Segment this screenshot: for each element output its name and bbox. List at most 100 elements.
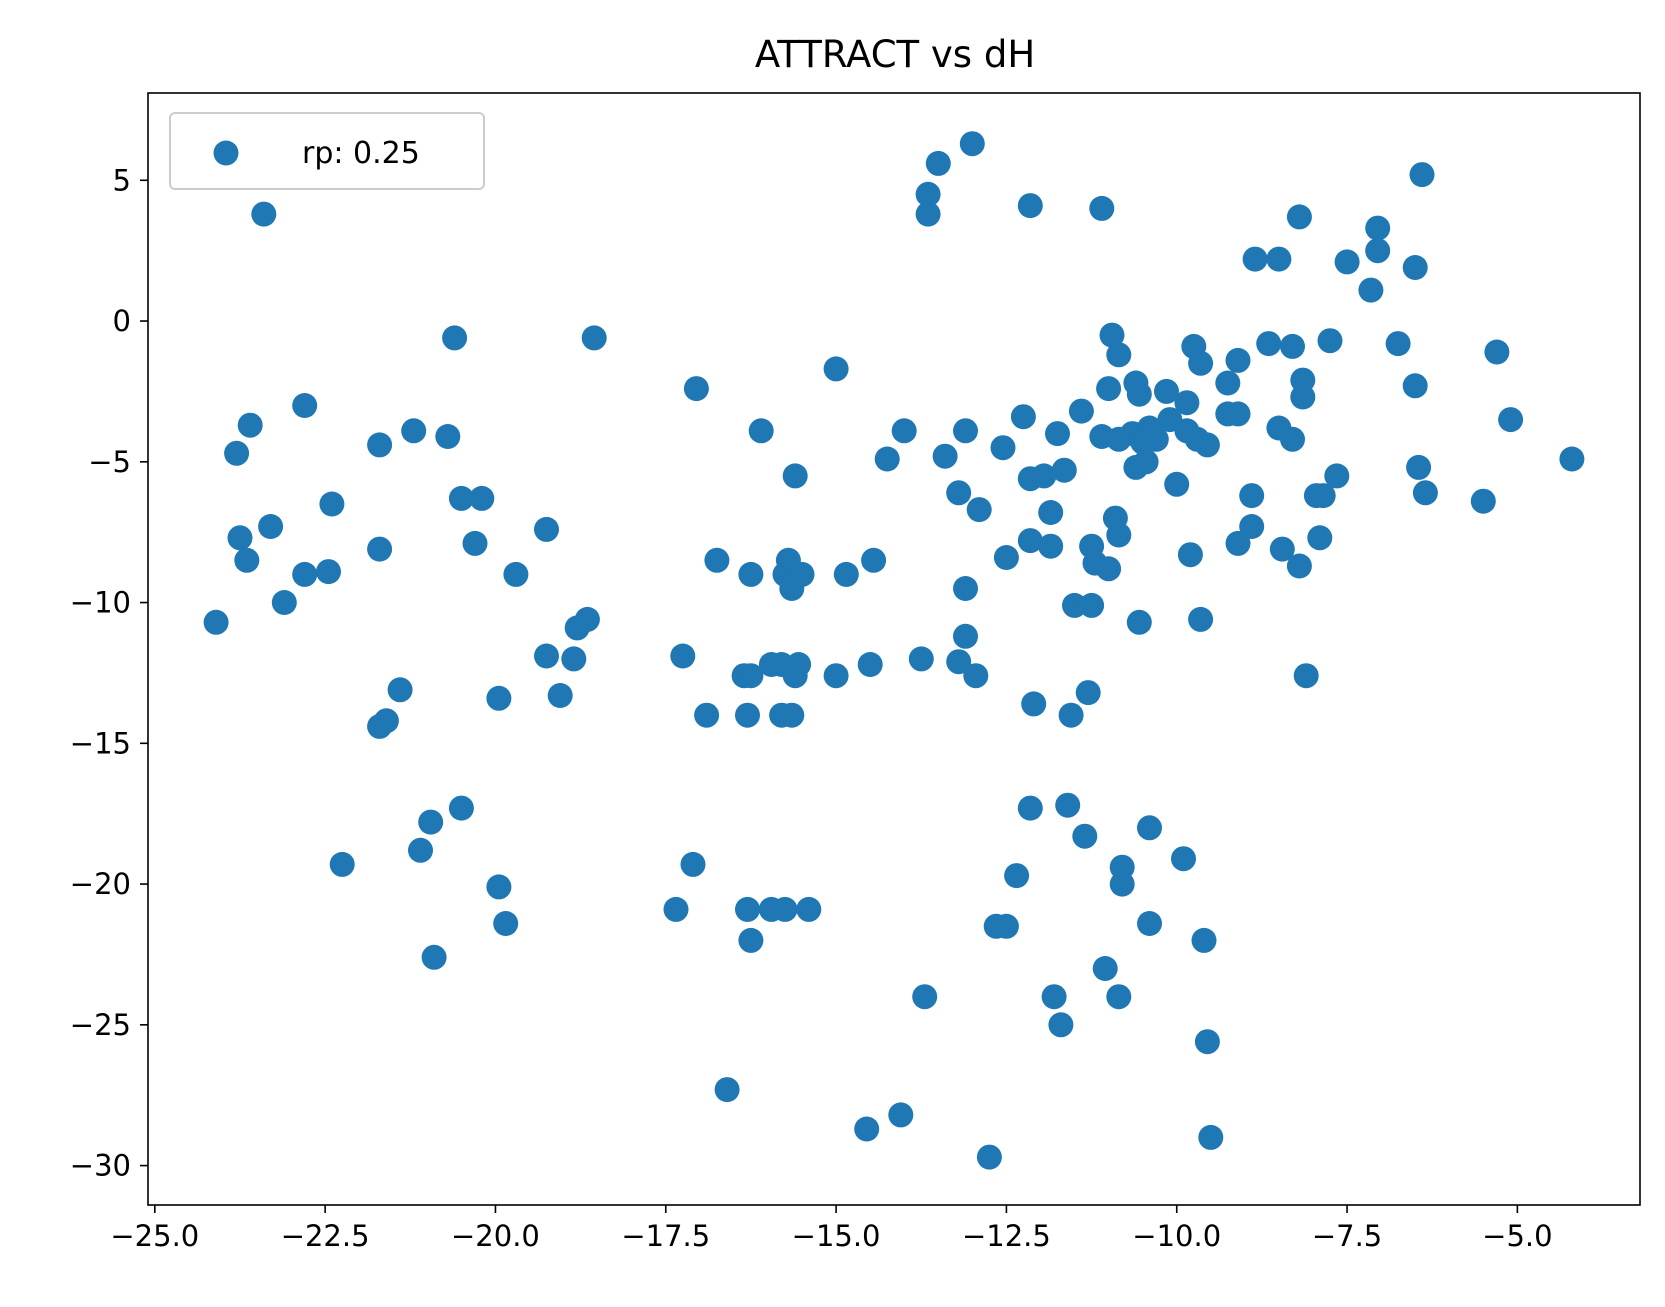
data-point xyxy=(1126,381,1152,407)
data-point xyxy=(258,514,284,539)
x-tick-label: −15.0 xyxy=(792,1219,881,1253)
data-point xyxy=(1017,528,1043,554)
x-tick-label: −25.0 xyxy=(110,1219,199,1253)
x-tick-label: −22.5 xyxy=(281,1219,370,1253)
data-point xyxy=(1021,691,1047,717)
x-tick-label: −20.0 xyxy=(451,1219,540,1253)
data-point xyxy=(1269,536,1295,562)
data-point xyxy=(1089,195,1115,221)
data-point xyxy=(1194,432,1220,458)
data-point xyxy=(421,944,447,970)
data-point xyxy=(663,896,689,922)
data-point xyxy=(1225,401,1251,427)
data-point xyxy=(1041,984,1067,1010)
data-point xyxy=(319,491,345,517)
data-point xyxy=(493,911,519,936)
data-point xyxy=(1307,525,1333,551)
data-point xyxy=(203,609,229,635)
legend: rp: 0.25 xyxy=(169,112,485,190)
data-point xyxy=(963,663,989,689)
data-point xyxy=(738,663,764,689)
data-point xyxy=(912,984,938,1010)
data-point xyxy=(1051,457,1077,483)
data-point xyxy=(990,435,1016,461)
data-point xyxy=(833,561,859,587)
data-point xyxy=(1004,863,1030,889)
data-point xyxy=(1324,463,1350,489)
data-point xyxy=(581,325,607,351)
data-point xyxy=(1406,454,1432,480)
data-point xyxy=(1079,592,1105,618)
data-point xyxy=(1188,606,1214,632)
data-point xyxy=(1164,471,1190,497)
data-point xyxy=(367,536,393,562)
data-point xyxy=(1290,384,1316,410)
data-point xyxy=(574,606,600,632)
data-point xyxy=(1225,347,1251,373)
data-point xyxy=(735,896,760,922)
data-point xyxy=(891,418,917,444)
data-point xyxy=(1470,488,1496,514)
data-point xyxy=(735,702,760,728)
data-point xyxy=(1055,792,1081,818)
data-point xyxy=(854,1116,880,1142)
y-tick-label: −30 xyxy=(70,1149,131,1183)
data-point xyxy=(1133,449,1159,475)
data-point xyxy=(1045,421,1070,447)
data-point xyxy=(1075,680,1101,706)
y-tick-label: 0 xyxy=(113,304,131,338)
data-point xyxy=(534,516,559,542)
y-tick-label: −5 xyxy=(88,445,131,479)
data-point xyxy=(670,643,696,669)
data-point xyxy=(1109,871,1135,897)
data-point xyxy=(561,646,587,672)
data-point xyxy=(1191,927,1217,953)
data-point xyxy=(786,652,812,677)
chart-title: ATTRACT vs dH xyxy=(755,33,1035,76)
data-point xyxy=(534,643,559,669)
data-point xyxy=(1402,255,1428,280)
data-point xyxy=(1198,1124,1224,1150)
data-point xyxy=(1099,322,1125,348)
data-point xyxy=(329,851,355,877)
data-point xyxy=(1031,463,1057,489)
plot-background xyxy=(148,93,1640,1205)
data-point xyxy=(1062,592,1087,618)
data-point xyxy=(1286,204,1312,230)
data-point xyxy=(1092,956,1118,981)
data-point xyxy=(789,561,815,587)
data-point xyxy=(469,485,495,511)
data-point xyxy=(915,201,941,227)
data-point xyxy=(714,1077,740,1103)
data-point xyxy=(738,561,764,587)
data-point xyxy=(1096,556,1122,582)
data-point xyxy=(782,463,808,489)
data-points xyxy=(203,131,1585,1170)
data-point xyxy=(1188,350,1214,376)
data-point xyxy=(1106,342,1132,368)
data-point xyxy=(888,1102,914,1128)
data-point xyxy=(857,652,883,677)
data-point xyxy=(1402,373,1428,399)
data-point xyxy=(1038,500,1064,525)
data-point xyxy=(1137,911,1162,936)
data-point xyxy=(1286,553,1312,579)
data-point xyxy=(401,418,427,444)
data-point xyxy=(1171,846,1196,872)
data-point xyxy=(946,649,972,675)
y-tick-label: −25 xyxy=(70,1008,131,1042)
data-point xyxy=(387,677,413,703)
data-point xyxy=(908,646,934,672)
axes: −25.0 −22.5 −20.0 −17.5 −15.0 −12.5 −10.0 −7.5 −… xyxy=(70,92,1641,1253)
data-point xyxy=(683,376,709,402)
data-point xyxy=(1215,370,1241,396)
data-point xyxy=(418,809,444,835)
data-point xyxy=(1412,480,1438,506)
data-point xyxy=(1266,246,1292,272)
data-point xyxy=(442,325,468,351)
data-point xyxy=(993,913,1019,939)
data-point xyxy=(292,561,318,587)
legend-box xyxy=(169,112,485,190)
y-tick-label: 5 xyxy=(113,163,131,197)
